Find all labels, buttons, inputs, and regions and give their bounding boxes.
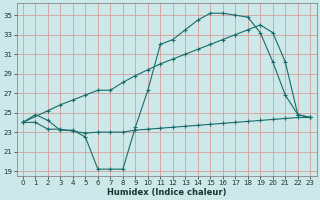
X-axis label: Humidex (Indice chaleur): Humidex (Indice chaleur) — [107, 188, 226, 197]
